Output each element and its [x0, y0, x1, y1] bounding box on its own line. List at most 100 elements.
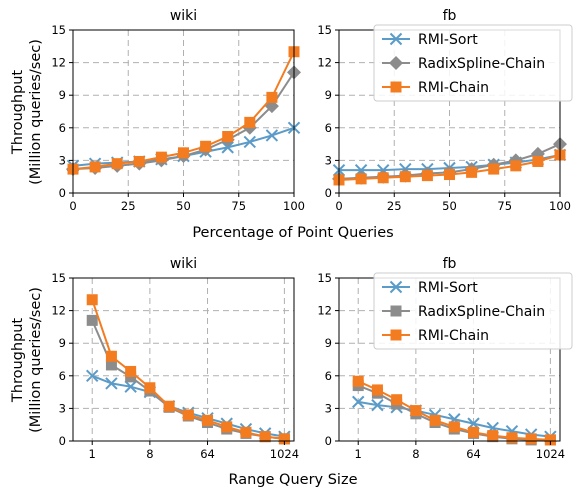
panel-3-xtick-label-3: 1024 — [536, 447, 565, 461]
panel-0-series-2-point-2 — [111, 158, 123, 170]
panel-2-ytick-label-1: 3 — [59, 401, 66, 415]
panel-1-legend-marker-0-b — [389, 32, 403, 46]
panel-3-series-0-point-1-b — [371, 398, 384, 412]
panel-2-ytick-label-5: 15 — [51, 271, 66, 285]
panel-1-series-2-point-6 — [466, 166, 478, 178]
panel-2-series-0-point-2-b — [124, 380, 137, 393]
panel-0-xtick-label-2: 50 — [176, 199, 191, 213]
panel-1-xtick-label-4: 100 — [549, 199, 571, 213]
ylabel-top-line2: (Million queries/sec) — [28, 39, 44, 185]
panel-0-series-2-point-9 — [266, 91, 278, 103]
panel-3-series-2-point-3 — [410, 405, 422, 417]
ylabel-bottom-line1: Throughput — [10, 318, 26, 404]
panel-2-series-2-point-2 — [125, 365, 137, 377]
panel-3-ytick-label-3: 9 — [325, 336, 332, 350]
panel-0-series-0-point-8 — [243, 135, 257, 149]
panel-1-legend-label-2: RMI-Chain — [418, 80, 489, 96]
panel-3-legend-box — [373, 272, 573, 350]
panel-0-xtick-label-3: 75 — [231, 199, 246, 213]
panel-3-series-2-point-10 — [544, 434, 556, 446]
panel-1-series-2-point-9 — [532, 155, 544, 167]
panel-2-series-0-point-1 — [105, 377, 118, 390]
panel-2-ytick-label-3: 9 — [59, 336, 66, 350]
panel-3-legend-marker-0-b — [389, 280, 403, 294]
panel-2-series-0-point-1-b — [105, 377, 118, 390]
panel-3-series-2-point-2 — [391, 394, 403, 406]
panel-0-series-0-point-7-b — [221, 141, 234, 154]
panel-2-ytick-label-4: 12 — [51, 304, 66, 318]
panel-1-title: fb — [443, 8, 457, 24]
panel-1-series-2-point-2 — [377, 172, 389, 184]
xlabel-bottom-row: Range Query Size — [228, 472, 357, 488]
panel-3-series-2-point-6 — [468, 426, 480, 438]
panel-0-xtick-label-1: 25 — [121, 199, 136, 213]
panel-1-xtick-label-2: 50 — [442, 199, 457, 213]
panel-1-legend-marker-2 — [390, 81, 402, 93]
panel-2-series-2-point-5 — [182, 409, 194, 421]
panel-3-xtick-label-0: 1 — [355, 447, 362, 461]
panel-2-series-2-point-7 — [221, 421, 233, 433]
panel-2-title: wiki — [170, 256, 197, 272]
panel-2-series-2-point-1 — [105, 350, 117, 362]
panel-3-series-0-point-0 — [352, 395, 365, 409]
panel-2-series-line-0 — [91, 374, 285, 438]
panel-0-xtick-label-0: 0 — [69, 199, 76, 213]
panel-0-ytick-label-4: 12 — [51, 56, 66, 70]
panel-2-series-2-point-10 — [278, 433, 290, 445]
panel-2-series-2-point-9 — [259, 431, 271, 443]
panel-1-legend-marker-1 — [389, 56, 403, 70]
panel-0-series-0-point-7 — [221, 141, 234, 154]
panel-2-ytick-label-2: 6 — [59, 369, 66, 383]
panel-0-ytick-label-3: 9 — [59, 88, 66, 102]
panel-0-series-2-point-5 — [178, 147, 189, 159]
panel-2-frame — [72, 277, 295, 442]
panel-1-series-2-point-1 — [355, 173, 367, 185]
panel-0-series-0-point-8-b — [243, 135, 257, 149]
panel-2-xtick-label-3: 1024 — [270, 447, 299, 461]
panel-3-title: fb — [443, 256, 457, 272]
panel-0-series-2-point-6 — [200, 140, 212, 152]
panel-3-ytick-label-1: 3 — [325, 401, 332, 415]
panel-3-legend-label-2: RMI-Chain — [418, 328, 489, 344]
panel-0-ytick-label-2: 6 — [59, 121, 66, 135]
panel-1-series-2-point-7 — [488, 163, 500, 175]
panel-2-ytick-label-0: 0 — [59, 434, 66, 448]
panel-1-legend-marker-0 — [389, 32, 403, 46]
panel-1-ytick-label-3: 9 — [325, 88, 332, 102]
panel-3-legend-marker-2 — [390, 329, 402, 341]
panel-2-series-0-point-0 — [86, 369, 99, 383]
panel-1-series-2-point-4 — [421, 170, 433, 182]
panel-3-series-2-point-0 — [352, 375, 364, 387]
panel-2-series-1-point-0 — [86, 314, 98, 326]
panel-0-series-2-point-8 — [244, 116, 256, 128]
ylabel-bottom-line2: (Million queries/sec) — [28, 287, 44, 433]
panel-2-series-2-point-0 — [86, 294, 98, 306]
panel-2-series-2-point-3 — [144, 382, 156, 394]
panel-3-legend-label-0: RMI-Sort — [418, 280, 478, 296]
panel-2-series-2-point-4 — [163, 400, 175, 412]
panel-1-ytick-label-5: 15 — [317, 23, 332, 37]
panel-1-series-2-point-3 — [399, 171, 411, 183]
panel-0-ytick-label-5: 15 — [51, 23, 66, 37]
panel-3-series-2-point-9 — [525, 433, 537, 445]
panel-2-series-0-point-2 — [124, 380, 137, 393]
panel-0-series-2-point-1 — [89, 161, 101, 173]
panel-3-series-2-point-7 — [487, 430, 499, 442]
panel-3-legend-marker-0 — [389, 280, 403, 294]
panel-1-legend-label-1: RadixSpline-Chain — [418, 56, 545, 72]
panel-3-series-2-point-1 — [371, 384, 383, 396]
panel-0-title: wiki — [170, 8, 197, 24]
panel-2-series-0-point-0-b — [86, 369, 99, 383]
panel-3-ytick-label-2: 6 — [325, 369, 332, 383]
panel-3-ytick-label-4: 12 — [317, 304, 332, 318]
panel-0-xtick-label-4: 100 — [283, 199, 305, 213]
panel-1-ytick-label-2: 6 — [325, 121, 332, 135]
panel-0-ytick-label-0: 0 — [59, 186, 66, 200]
panel-3-series-0-point-0-b — [352, 395, 365, 409]
panel-0-series-0-point-9-b — [265, 129, 279, 142]
panel-1-series-2-point-8 — [510, 160, 522, 172]
panel-3-series-2-point-8 — [506, 432, 518, 444]
panel-1-ytick-label-0: 0 — [325, 186, 332, 200]
